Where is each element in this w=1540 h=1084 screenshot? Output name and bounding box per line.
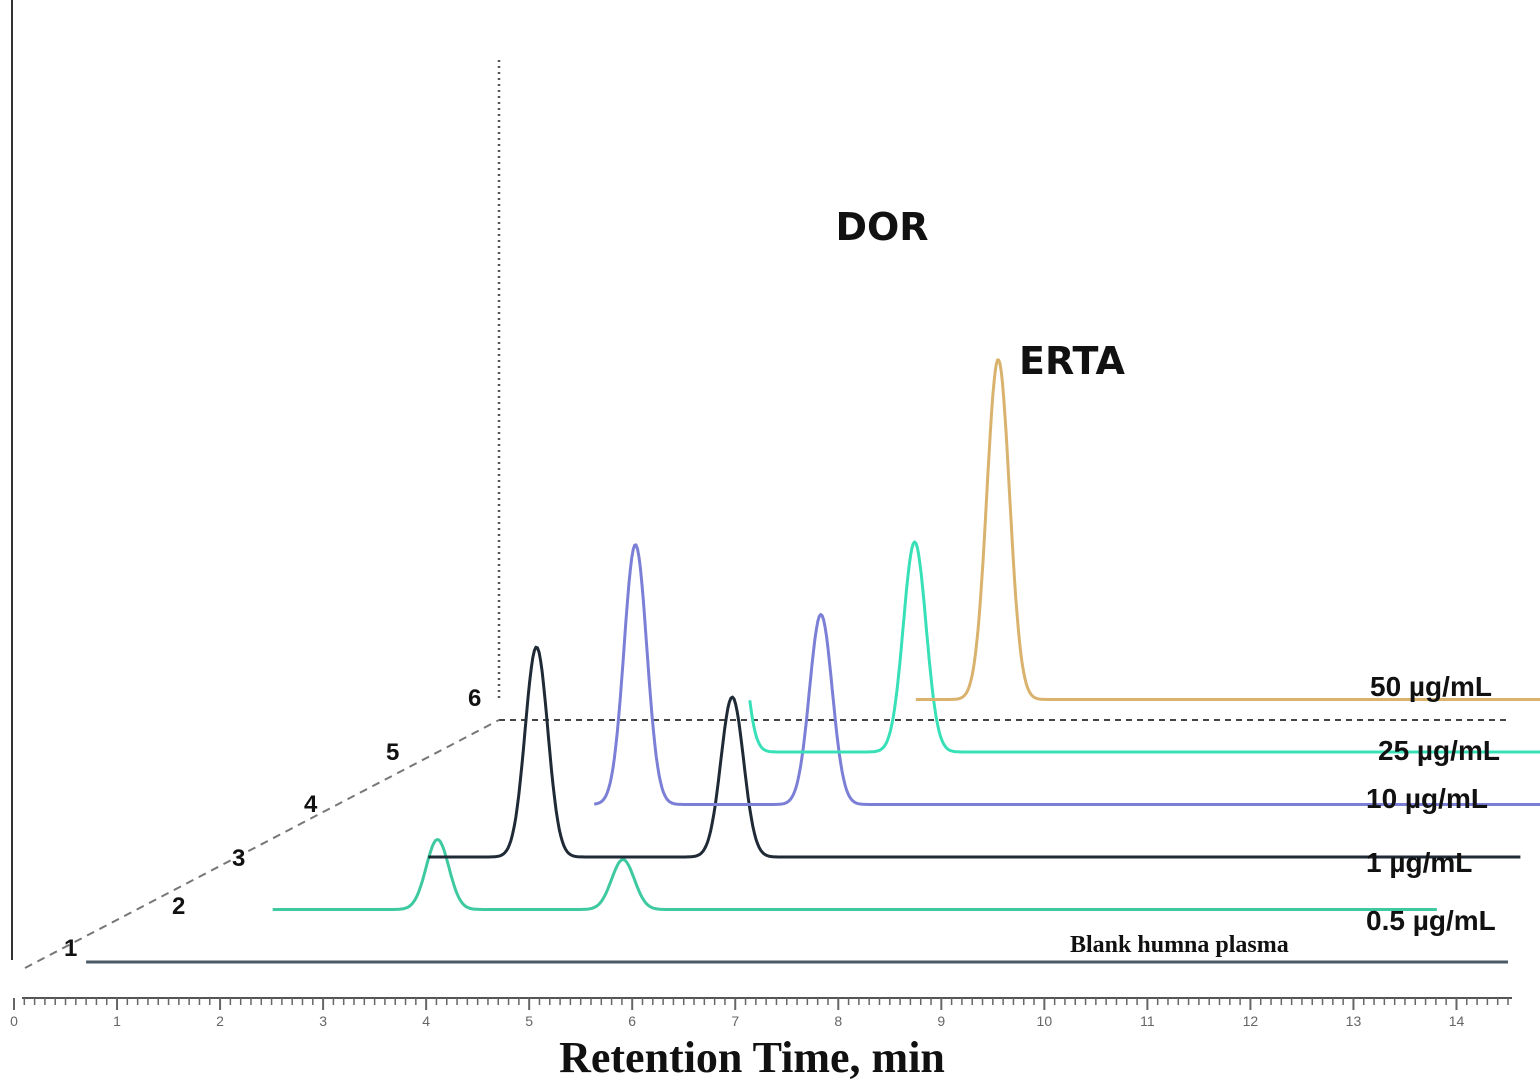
peak-label-erta: ERTA — [1019, 339, 1125, 383]
chromatogram-traces — [86, 358, 1540, 964]
trace-number-3: 3 — [232, 845, 245, 872]
trace-number-2: 2 — [172, 893, 185, 920]
x-tick-label: 5 — [525, 1013, 533, 1029]
x-tick-label: 4 — [422, 1013, 430, 1029]
trace-2 — [272, 838, 1437, 911]
x-tick-label: 2 — [216, 1013, 224, 1029]
trace-3 — [428, 645, 1521, 859]
x-tick-label: 6 — [628, 1013, 636, 1029]
x-tick-label: 3 — [319, 1013, 327, 1029]
series-label-50: 50 µg/mL — [1370, 671, 1492, 702]
trace-6 — [915, 358, 1540, 701]
x-tick-label: 9 — [937, 1013, 945, 1029]
x-tick-label: 10 — [1037, 1013, 1053, 1029]
x-tick-label: 1 — [113, 1013, 121, 1029]
x-axis-ticks — [13, 998, 1509, 1010]
x-axis-title: Retention Time, min — [559, 1033, 945, 1082]
trace-number-1: 1 — [64, 935, 77, 962]
depth-axis — [24, 719, 500, 969]
x-tick-label: 7 — [731, 1013, 739, 1029]
x-tick-label: 11 — [1140, 1013, 1155, 1029]
x-tick-label: 14 — [1449, 1013, 1465, 1029]
peak-label-dor: DOR — [835, 205, 928, 249]
series-label-05: 0.5 µg/mL — [1366, 905, 1496, 936]
trace-5 — [748, 540, 1540, 754]
x-tick-label: 13 — [1346, 1013, 1362, 1029]
series-label-10: 10 µg/mL — [1366, 783, 1488, 814]
trace-number-4: 4 — [304, 791, 318, 818]
x-axis-tick-labels: 0 1 2 3 4 5 6 7 8 9 10 11 12 13 14 — [10, 1013, 1464, 1029]
series-label-25: 25 µg/mL — [1378, 735, 1500, 766]
trace-number-6: 6 — [468, 685, 481, 712]
series-label-1: 1 µg/mL — [1366, 847, 1472, 878]
x-tick-label: 0 — [10, 1013, 18, 1029]
x-tick-label: 8 — [834, 1013, 842, 1029]
trace-number-5: 5 — [386, 739, 399, 766]
x-tick-label: 12 — [1243, 1013, 1259, 1029]
trace-4 — [593, 543, 1540, 806]
series-label-blank: Blank humna plasma — [1070, 932, 1289, 958]
